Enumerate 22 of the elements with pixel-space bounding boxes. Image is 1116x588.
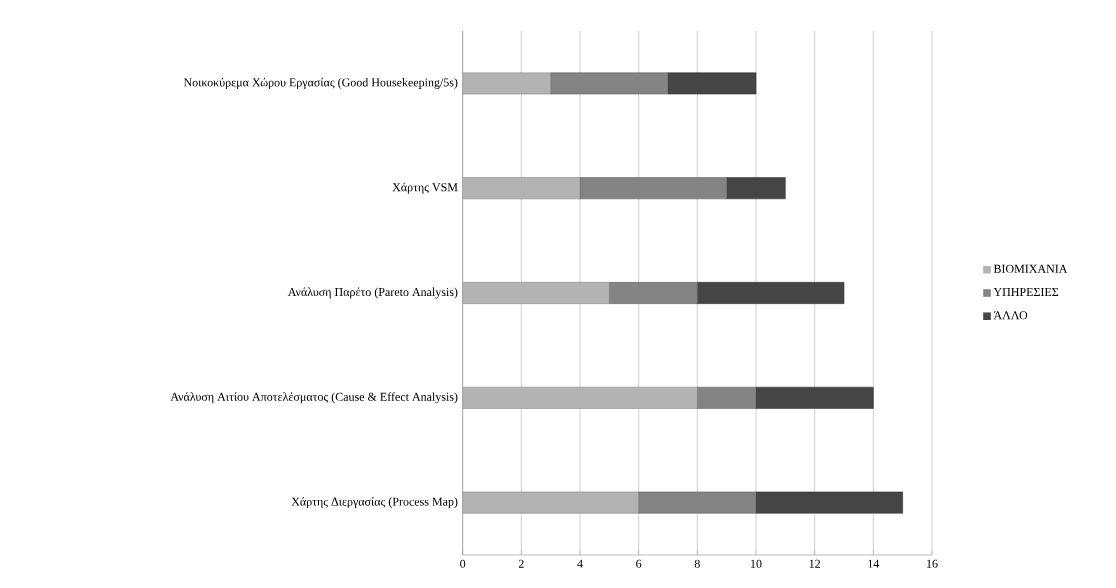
bar [697,282,845,304]
x-tick-label: 16 [927,559,938,568]
legend-label: ΆΛΛΟ [993,311,1028,320]
bar [726,177,786,200]
bar [755,386,874,409]
x-tick-label: 0 [460,559,466,568]
y-tick-label: Νοικοκύρεμα Χώρου Εργασίας (Good Housekeeping/5s) [183,77,458,89]
x-tick-label: 4 [577,559,583,568]
y-tick-label: Χάρτης VSM [392,182,458,194]
legend-label: ΥΠΗΡΕΣΙΕΣ [993,288,1059,296]
x-tick-label: 2 [518,559,524,568]
x-tick-label: 12 [809,559,820,568]
y-tick-label: Ανάλυση Αιτίου Αποτελέσματος (Cause & Effect Analysis) [170,392,458,404]
legend-label: ΒΙΟΜΙΧΑΝΙΑ [993,264,1068,273]
bar [755,491,903,514]
y-tick-label: Χάρτης Διεργασίας (Process Map) [291,497,458,509]
x-tick-label: 14 [868,559,880,568]
x-tick-label: 6 [636,559,642,568]
x-tick-label: 10 [751,559,762,568]
bar [667,72,757,95]
x-tick-label: 8 [694,559,700,568]
y-tick-label: Ανάλυση Παρέτο (Pareto Analysis) [287,287,458,299]
